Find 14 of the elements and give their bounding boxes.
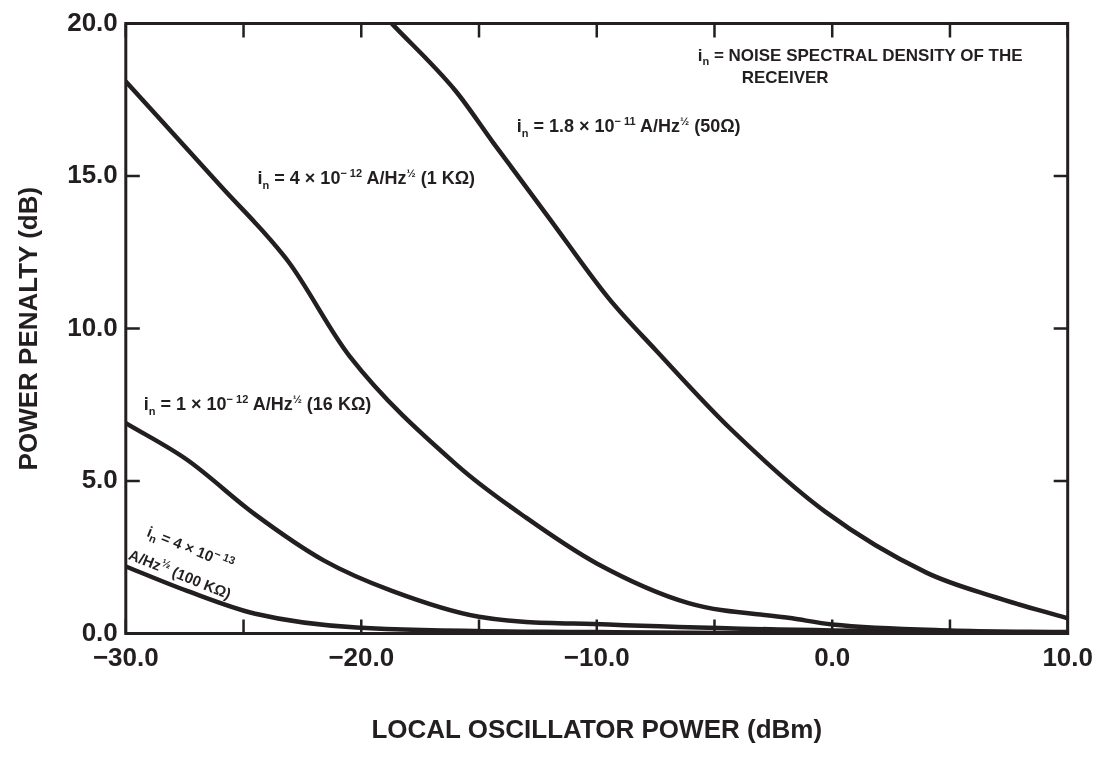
- series-label: i$_{n}$ = 1.8 × 10$^{− 11}$ A/Hz$^{½}$ (50Ω): [516, 114, 742, 141]
- y-tick-label: 15.0: [67, 159, 118, 190]
- y-tick-label: 10.0: [67, 311, 118, 342]
- x-axis-title: LOCAL OSCILLATOR POWER (dBm): [371, 713, 823, 744]
- series-label: i$_{n}$ = 1 × 10$^{− 12}$ A/Hz$^{½}$ (16 KΩ): [142, 391, 373, 419]
- series-label: i$_{n}$ = 4 × 10$^{− 12}$ A/Hz$^{½}$ (1 KΩ): [256, 165, 477, 193]
- x-tick-label: 10.0: [1042, 642, 1093, 673]
- annotation: i$_{n}$ = NOISE SPECTRAL DENSITY OF THE RECEIVER: [697, 45, 1024, 89]
- x-tick-label: −20.0: [328, 642, 395, 673]
- y-axis-title: POWER PENALTY (dB): [12, 186, 43, 471]
- x-tick-label: 0.0: [814, 642, 851, 673]
- y-tick-label: 20.0: [67, 6, 118, 37]
- x-tick-label: −10.0: [563, 642, 630, 673]
- y-tick-label: 5.0: [81, 464, 118, 495]
